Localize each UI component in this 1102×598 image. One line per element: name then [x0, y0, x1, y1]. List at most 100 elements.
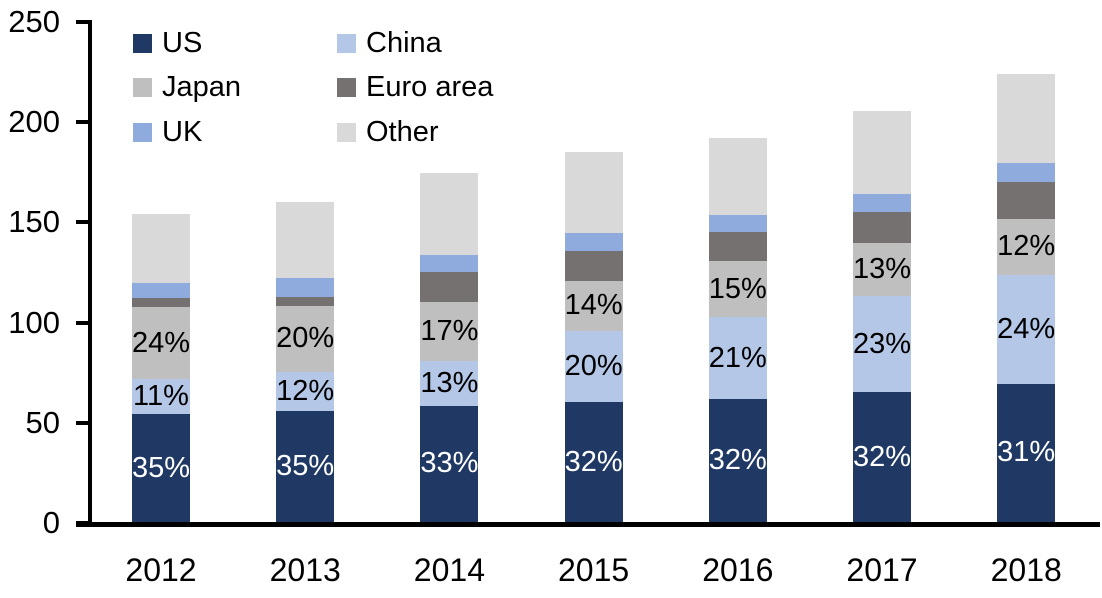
y-tick-label-100: 100	[8, 304, 60, 340]
bar-segment-uk-2015	[564, 233, 623, 252]
segment-label-us-2014: 33%	[420, 447, 479, 480]
segment-label-us-2015: 32%	[564, 445, 623, 478]
legend-item-china: China	[337, 28, 442, 57]
bar-segment-uk-2017	[853, 193, 911, 213]
legend-swatch-euro-area	[337, 77, 356, 97]
bar-segment-japan-2018: 12%	[997, 218, 1056, 275]
bar-segment-euro-area-2015	[564, 251, 623, 281]
legend-swatch-japan	[133, 77, 152, 97]
segment-label-japan-2015: 14%	[564, 289, 623, 322]
legend-swatch-uk	[133, 122, 152, 142]
legend-label-other: Other	[366, 115, 439, 148]
y-tick-50	[76, 420, 89, 425]
chart-legend: US China Japan Euro area UK Other	[0, 0, 1102, 160]
bar-2012: 35% 11% 24%	[132, 214, 190, 522]
bar-segment-us-2017: 32%	[853, 392, 911, 522]
bar-segment-uk-2016	[708, 214, 767, 233]
y-tick-200	[76, 120, 89, 125]
bar-segment-uk-2014	[420, 254, 479, 273]
legend-item-euro-area: Euro area	[337, 72, 493, 101]
bar-segment-china-2015: 20%	[564, 330, 623, 403]
x-tick-label-2015: 2015	[558, 552, 630, 588]
segment-label-us-2017: 32%	[852, 440, 912, 473]
y-tick-label-200: 200	[8, 104, 60, 140]
bar-segment-japan-2014: 17%	[420, 302, 479, 361]
segment-label-us-2018: 31%	[997, 436, 1056, 469]
x-tick-label-2013: 2013	[269, 552, 341, 588]
legend-swatch-china	[337, 33, 356, 53]
bar-segment-other-2016	[708, 138, 767, 215]
bar-segment-japan-2013: 20%	[276, 305, 334, 372]
bar-segment-euro-area-2017	[853, 212, 911, 244]
x-tick-label-2017: 2017	[846, 552, 918, 588]
y-axis	[88, 20, 92, 526]
bar-2015: 32% 20% 14%	[565, 152, 623, 522]
bar-segment-euro-area-2016	[708, 232, 767, 262]
legend-swatch-other	[337, 122, 356, 142]
bar-2016: 32% 21% 15%	[709, 138, 767, 522]
x-tick-label-2014: 2014	[413, 552, 485, 588]
segment-label-china-2012: 11%	[133, 380, 189, 413]
bar-2013: 35% 12% 20%	[276, 201, 335, 522]
segment-label-japan-2012: 24%	[131, 326, 191, 359]
segment-label-japan-2018: 12%	[997, 230, 1056, 263]
legend-item-us: US	[133, 28, 202, 57]
bar-segment-china-2018: 24%	[997, 274, 1056, 384]
y-tick-label-250: 250	[8, 4, 60, 39]
segment-label-us-2012: 35%	[131, 451, 191, 484]
bar-segment-other-2013	[276, 201, 335, 278]
legend-label-euro-area: Euro area	[366, 70, 494, 103]
y-tick-250	[76, 20, 89, 24]
bar-segment-us-2012: 35%	[132, 414, 190, 522]
bar-segment-uk-2013	[276, 277, 335, 297]
bar-segment-other-2014	[420, 173, 479, 255]
bar-2018: 31% 24% 12%	[997, 73, 1056, 522]
y-tick-100	[76, 320, 89, 325]
bar-segment-japan-2015: 14%	[564, 280, 623, 331]
segment-label-japan-2017: 13%	[852, 253, 912, 286]
bar-segment-other-2015	[564, 152, 623, 234]
legend-item-other: Other	[337, 117, 439, 146]
segment-label-us-2013: 35%	[276, 449, 335, 482]
y-tick-label-50: 50	[25, 404, 60, 440]
legend-label-uk: UK	[162, 115, 203, 148]
bar-segment-us-2014: 33%	[420, 405, 479, 522]
y-tick-label-150: 150	[8, 204, 60, 240]
bar-segment-euro-area-2014	[420, 272, 479, 303]
bar-segment-china-2017: 23%	[852, 296, 912, 393]
legend-swatch-us	[133, 33, 152, 53]
segment-label-japan-2016: 15%	[708, 272, 767, 305]
x-tick-label-2012: 2012	[125, 552, 197, 588]
bar-segment-uk-2012	[132, 282, 190, 298]
segment-label-china-2013: 12%	[276, 374, 335, 407]
legend-item-uk: UK	[133, 117, 202, 146]
bar-segment-euro-area-2013	[276, 296, 335, 306]
y-tick-150	[76, 220, 89, 225]
bar-segment-euro-area-2018	[997, 182, 1056, 219]
y-tick-label-0: 0	[42, 505, 60, 540]
segment-label-china-2018: 24%	[997, 312, 1056, 345]
bar-segment-japan-2016: 15%	[708, 261, 767, 318]
segment-label-china-2017: 23%	[852, 327, 912, 360]
bar-segment-us-2013: 35%	[276, 410, 335, 522]
legend-label-japan: Japan	[162, 70, 242, 103]
bar-segment-euro-area-2012	[132, 297, 190, 307]
x-axis	[76, 522, 1100, 527]
legend-label-us: US	[162, 26, 203, 59]
bar-segment-us-2018: 31%	[997, 383, 1056, 522]
bar-segment-uk-2018	[997, 163, 1056, 183]
bar-2017: 32% 23% 13%	[852, 110, 912, 522]
segment-label-china-2016: 21%	[708, 341, 767, 374]
bar-segment-china-2013: 12%	[276, 371, 335, 411]
x-tick-label-2016: 2016	[702, 552, 774, 588]
bar-2014: 33% 13% 17%	[420, 173, 478, 522]
bar-segment-japan-2012: 24%	[131, 306, 191, 380]
bar-segment-china-2016: 21%	[709, 317, 767, 399]
bar-segment-japan-2017: 13%	[852, 243, 912, 297]
x-tick-label-2018: 2018	[990, 552, 1062, 588]
bar-segment-us-2016: 32%	[709, 398, 767, 522]
segment-label-china-2015: 20%	[564, 349, 623, 382]
segment-label-japan-2014: 17%	[420, 315, 479, 348]
y-tick-0	[76, 521, 89, 525]
